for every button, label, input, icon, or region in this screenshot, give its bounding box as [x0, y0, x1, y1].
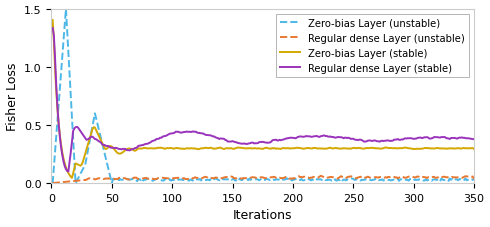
Regular dense Layer (unstable) [466, 175, 472, 178]
Regular dense Layer (unstable) [274, 177, 280, 180]
Line: Zero-bias Layer (stable): Zero-bias Layer (stable) [52, 21, 474, 178]
Zero-bias Layer (stable) [69, 177, 75, 180]
Zero-bias Layer (unstable) [471, 178, 477, 181]
Regular dense Layer (stable) [454, 138, 460, 141]
X-axis label: Iterations: Iterations [233, 209, 293, 222]
Zero-bias Layer (stable) [275, 148, 281, 151]
Regular dense Layer (stable) [471, 138, 477, 141]
Line: Regular dense Layer (unstable): Regular dense Layer (unstable) [52, 176, 474, 183]
Zero-bias Layer (unstable) [275, 179, 281, 181]
Zero-bias Layer (unstable) [49, 182, 55, 185]
Zero-bias Layer (unstable) [466, 178, 472, 181]
Zero-bias Layer (stable) [245, 147, 251, 150]
Zero-bias Layer (stable) [163, 147, 169, 150]
Zero-bias Layer (unstable) [163, 179, 169, 182]
Regular dense Layer (unstable) [244, 177, 250, 179]
Line: Regular dense Layer (stable): Regular dense Layer (stable) [52, 29, 474, 172]
Regular dense Layer (stable) [163, 135, 169, 138]
Legend: Zero-bias Layer (unstable), Regular dense Layer (unstable), Zero-bias Layer (sta: Zero-bias Layer (unstable), Regular dens… [276, 15, 469, 77]
Zero-bias Layer (stable) [471, 148, 477, 151]
Zero-bias Layer (unstable) [245, 179, 251, 182]
Regular dense Layer (unstable) [471, 178, 477, 181]
Regular dense Layer (unstable) [454, 176, 460, 179]
Regular dense Layer (unstable) [49, 182, 55, 185]
Regular dense Layer (stable) [466, 137, 472, 140]
Zero-bias Layer (unstable) [454, 178, 460, 181]
Regular dense Layer (stable) [49, 27, 55, 30]
Line: Zero-bias Layer (unstable): Zero-bias Layer (unstable) [52, 10, 474, 183]
Zero-bias Layer (stable) [49, 20, 55, 22]
Zero-bias Layer (stable) [299, 148, 305, 150]
Regular dense Layer (stable) [275, 139, 281, 142]
Zero-bias Layer (unstable) [63, 8, 69, 11]
Regular dense Layer (stable) [299, 136, 305, 138]
Y-axis label: Fisher Loss: Fisher Loss [5, 62, 19, 131]
Regular dense Layer (unstable) [318, 175, 323, 177]
Zero-bias Layer (stable) [466, 147, 472, 150]
Zero-bias Layer (stable) [454, 147, 460, 150]
Regular dense Layer (unstable) [162, 177, 168, 180]
Regular dense Layer (stable) [66, 170, 72, 173]
Regular dense Layer (stable) [245, 143, 251, 145]
Regular dense Layer (unstable) [298, 176, 304, 179]
Zero-bias Layer (unstable) [299, 179, 305, 182]
